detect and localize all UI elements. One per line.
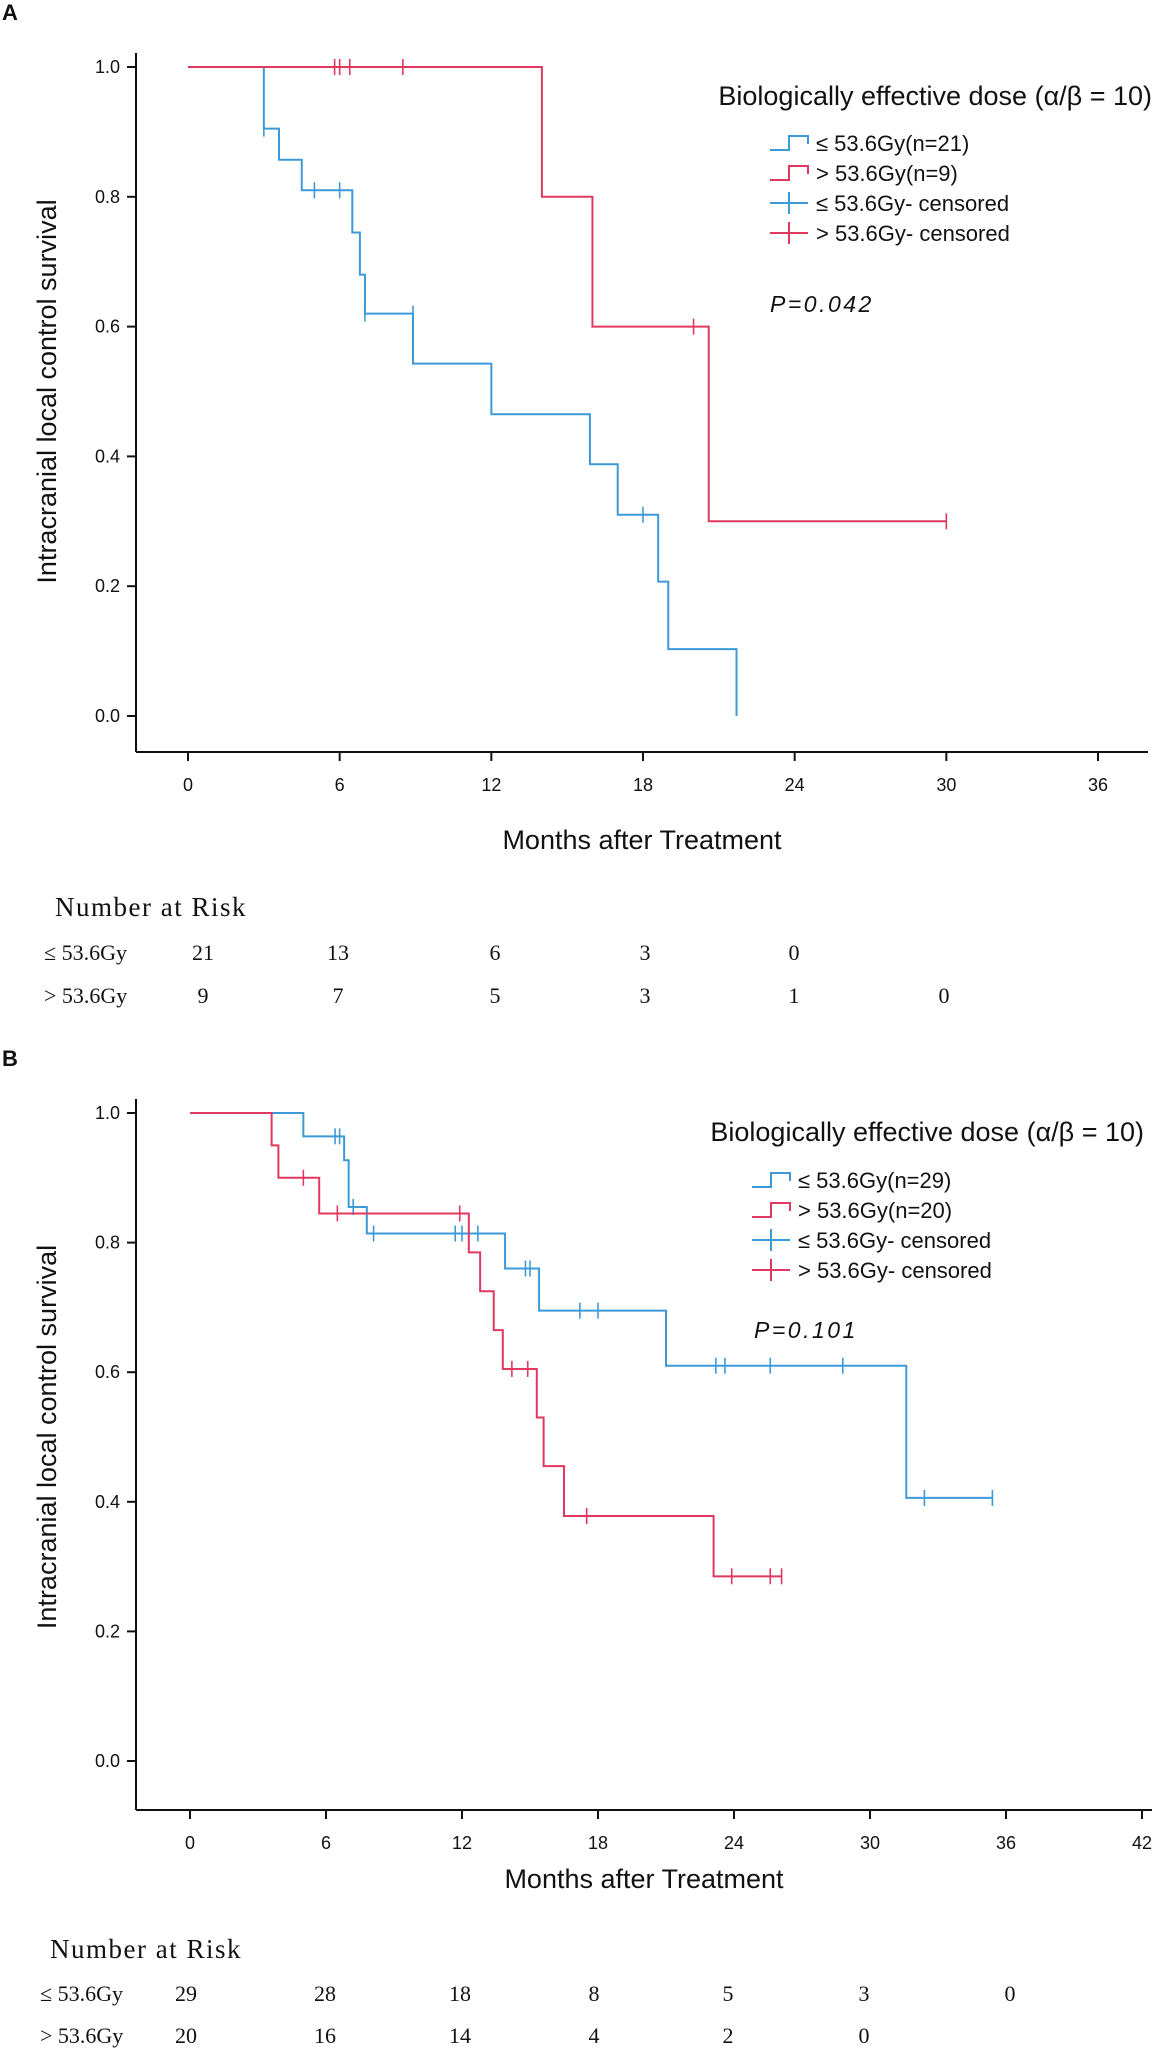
panel-a-legend-label: ≤ 53.6Gy- censored: [816, 191, 1009, 216]
panel-a-x-tick-label: 24: [785, 775, 805, 795]
panel-a-legend-step-swatch: [770, 165, 809, 181]
panel-a-x-tick-label: 6: [335, 775, 345, 795]
panel-a-x-axis-label: Months after Treatment: [502, 825, 782, 855]
panel-a-y-tick-label: 1.0: [95, 57, 120, 77]
panel-b-y-tick-label: 1.0: [95, 1103, 120, 1123]
panel-a-series-low-dose-curve: [188, 66, 738, 716]
panel-b-risk-cell: 14: [449, 2023, 471, 2048]
panel-b-y-tick-label: 0.8: [95, 1233, 120, 1253]
panel-a-risk-cell: 5: [490, 983, 501, 1008]
panel-b-x-axis-label: Months after Treatment: [504, 1864, 784, 1894]
panel-b-risk-cell: 5: [723, 1981, 734, 2006]
panel-a-y-tick-label: 0.0: [95, 706, 120, 726]
panel-b-risk-cell: 8: [589, 1981, 600, 2006]
panel-b-risk-cell: 16: [314, 2023, 336, 2048]
panel-b-risk-row-label: > 53.6Gy: [40, 2023, 123, 2048]
panel-a-label: A: [2, 0, 18, 25]
panel-b-label: B: [2, 1046, 18, 1071]
panel-a-risk-cell: 7: [333, 983, 344, 1008]
panel-a-risk-cell: 9: [198, 983, 209, 1008]
panel-a-risk-cell: 3: [640, 983, 651, 1008]
panel-a-risk-cell: 3: [640, 940, 651, 965]
panel-a-risk-cell: 0: [939, 983, 950, 1008]
panel-b-x-tick-label: 18: [588, 1833, 608, 1853]
panel-a-legend-label: ≤ 53.6Gy(n=21): [816, 131, 969, 156]
panel-a-legend-title: Biologically effective dose (α/β = 10): [718, 81, 1152, 111]
panel-a-y-tick-label: 0.6: [95, 317, 120, 337]
panel-b-series-high-dose-curve: [190, 1112, 782, 1578]
panel-a-legend-label: > 53.6Gy(n=9): [816, 161, 958, 186]
panel-b-y-tick-label: 0.2: [95, 1621, 120, 1641]
panel-a-risk-row-label: > 53.6Gy: [44, 983, 127, 1008]
panel-b-risk-table-title: Number at Risk: [50, 1934, 242, 1964]
panel-a-risk-cell: 1: [789, 983, 800, 1008]
panel-a-risk-row-label: ≤ 53.6Gy: [44, 940, 127, 965]
panel-b-x-tick-label: 12: [452, 1833, 472, 1853]
panel-b-series-low-dose-curve: [190, 1112, 993, 1499]
panel-b-risk-cell: 3: [859, 1981, 870, 2006]
panel-b-x-tick-label: 30: [860, 1833, 880, 1853]
panel-b-p-value: P=0.101: [754, 1317, 858, 1343]
panel-b-legend-step-swatch: [752, 1202, 791, 1218]
panel-b-x-tick-label: 36: [996, 1833, 1016, 1853]
panel-b-y-axis-label: Intracranial local control survival: [32, 1245, 62, 1629]
panel-a-p-value: P=0.042: [770, 291, 874, 317]
panel-a-x-tick-label: 0: [183, 775, 193, 795]
panel-b-risk-row-label: ≤ 53.6Gy: [40, 1981, 123, 2006]
panel-a-risk-cell: 0: [789, 940, 800, 965]
panel-a-y-tick-label: 0.4: [95, 446, 120, 466]
panel-a-y-tick-label: 0.8: [95, 187, 120, 207]
panel-a-legend-step-swatch: [770, 135, 809, 151]
panel-b-risk-cell: 28: [314, 1981, 336, 2006]
panel-b-risk-cell: 20: [175, 2023, 197, 2048]
panel-a-y-axis-label: Intracranial local control survival: [32, 199, 62, 583]
panel-a-x-tick-label: 12: [481, 775, 501, 795]
panel-b-legend-label: > 53.6Gy(n=20): [798, 1198, 952, 1223]
panel-b-risk-cell: 0: [859, 2023, 870, 2048]
panel-b-risk-cell: 2: [723, 2023, 734, 2048]
panel-a-risk-cell: 6: [490, 940, 501, 965]
panel-a-risk-table-title: Number at Risk: [55, 892, 247, 922]
panel-b-risk-cell: 0: [1005, 1981, 1016, 2006]
panel-b-legend-label: ≤ 53.6Gy- censored: [798, 1228, 991, 1253]
panel-b-legend-title: Biologically effective dose (α/β = 10): [710, 1117, 1144, 1147]
panel-b-legend-step-swatch: [752, 1172, 791, 1188]
panel-b-y-tick-label: 0.6: [95, 1362, 120, 1382]
panel-a-risk-cell: 21: [192, 940, 214, 965]
panel-b-risk-cell: 4: [589, 2023, 600, 2048]
panel-a-legend-label: > 53.6Gy- censored: [816, 221, 1010, 246]
panel-a-x-tick-label: 30: [936, 775, 956, 795]
panel-a-y-tick-label: 0.2: [95, 576, 120, 596]
panel-b-y-tick-label: 0.0: [95, 1751, 120, 1771]
panel-b-x-tick-label: 24: [724, 1833, 744, 1853]
panel-b-x-tick-label: 6: [321, 1833, 331, 1853]
panel-a-risk-cell: 13: [327, 940, 349, 965]
panel-b-risk-cell: 29: [175, 1981, 197, 2006]
panel-b-y-tick-label: 0.4: [95, 1492, 120, 1512]
panel-a-series-high-dose-curve: [188, 66, 947, 523]
panel-b-x-tick-label: 42: [1132, 1833, 1152, 1853]
panel-b-risk-cell: 18: [449, 1981, 471, 2006]
panel-a-x-tick-label: 18: [633, 775, 653, 795]
panel-b-x-tick-label: 0: [185, 1833, 195, 1853]
panel-b-legend-label: > 53.6Gy- censored: [798, 1258, 992, 1283]
panel-b-legend-label: ≤ 53.6Gy(n=29): [798, 1168, 951, 1193]
panel-a-x-tick-label: 36: [1088, 775, 1108, 795]
